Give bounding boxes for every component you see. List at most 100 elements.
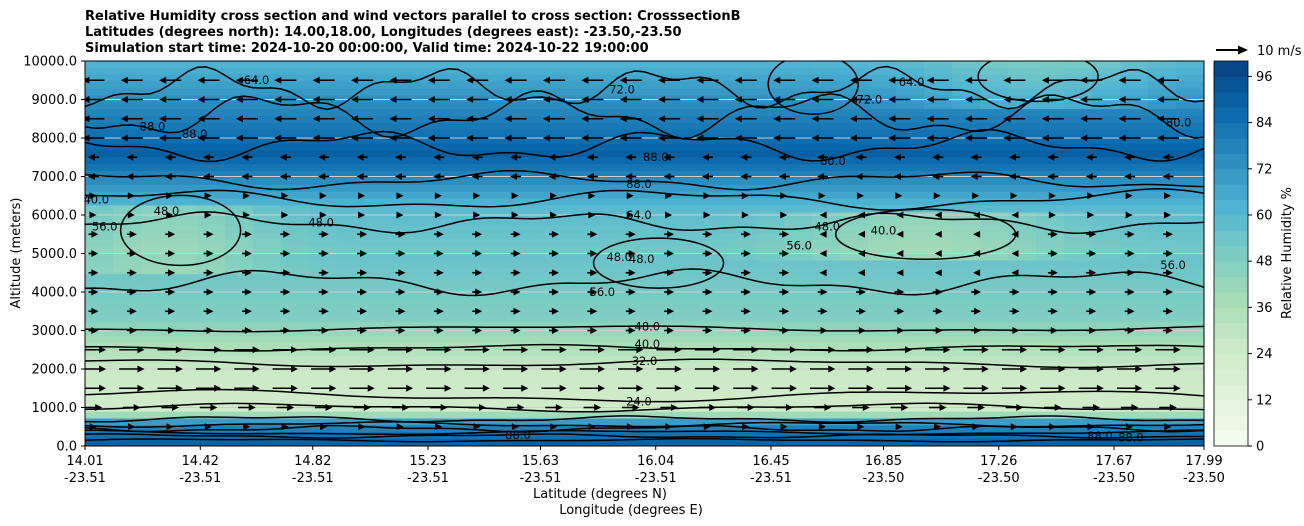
- wind-vector-head: [290, 346, 298, 354]
- humidity-cell: [504, 67, 534, 76]
- humidity-cell: [336, 171, 366, 179]
- humidity-cell: [392, 260, 422, 268]
- humidity-cell: [1008, 136, 1037, 145]
- humidity-cell: [644, 246, 674, 255]
- wind-vector-head: [1089, 288, 1097, 296]
- humidity-cell: [952, 336, 981, 344]
- humidity-cell: [448, 191, 478, 200]
- wind-vector-head: [513, 250, 521, 257]
- humidity-cell: [112, 205, 142, 213]
- wind-vector-head: [99, 346, 107, 354]
- wind-vector: [1005, 404, 1024, 411]
- humidity-cell: [420, 226, 450, 234]
- x-tick-label-lon: -23.51: [64, 471, 106, 486]
- humidity-cell: [476, 239, 506, 248]
- humidity-cell: [644, 150, 674, 158]
- humidity-cell: [1092, 260, 1121, 268]
- humidity-cell: [336, 219, 366, 227]
- humidity-cell: [868, 377, 897, 385]
- wind-vector: [120, 76, 143, 84]
- wind-vector: [510, 288, 521, 296]
- humidity-cell: [952, 191, 981, 200]
- humidity-cell: [308, 143, 338, 151]
- humidity-cell: [448, 308, 478, 316]
- humidity-cell: [168, 397, 198, 406]
- humidity-cell: [560, 356, 590, 365]
- humidity-cell: [1036, 336, 1065, 344]
- humidity-cell: [1176, 281, 1204, 289]
- colorbar-band: [1214, 245, 1248, 262]
- wind-vector: [276, 404, 295, 411]
- humidity-cell: [308, 404, 338, 413]
- humidity-cell: [280, 102, 310, 110]
- x-tick-label-lon: -23.50: [863, 471, 905, 486]
- humidity-cell: [224, 274, 254, 282]
- wind-vector-head: [849, 96, 857, 103]
- humidity-cell: [868, 253, 897, 261]
- wind-vector-head: [858, 307, 866, 315]
- wind-vector-head: [235, 115, 243, 123]
- wind-vector-head: [828, 346, 836, 354]
- humidity-cell: [532, 129, 562, 138]
- humidity-cell: [756, 342, 785, 351]
- humidity-cell: [112, 425, 142, 433]
- wind-vector: [395, 269, 406, 277]
- y-tick-label: 5000.0: [32, 247, 78, 262]
- humidity-cell: [140, 143, 170, 151]
- humidity-cell: [644, 370, 674, 378]
- wind-vector: [473, 192, 481, 200]
- humidity-cell: [980, 439, 1009, 446]
- humidity-cell: [476, 411, 506, 420]
- humidity-cell: [868, 122, 897, 131]
- wind-vector: [351, 96, 374, 103]
- humidity-cell: [1064, 102, 1093, 110]
- humidity-cell: [280, 397, 310, 406]
- humidity-cell: [504, 184, 534, 193]
- humidity-cell: [420, 198, 450, 206]
- humidity-cell: [420, 301, 450, 310]
- humidity-cell: [700, 81, 730, 90]
- humidity-cell: [1064, 329, 1093, 337]
- humidity-cell: [448, 61, 478, 69]
- humidity-cell: [532, 205, 562, 213]
- wind-vector-head: [858, 327, 866, 334]
- humidity-cell: [1008, 150, 1037, 158]
- humidity-cell: [868, 267, 897, 275]
- humidity-cell: [756, 274, 785, 282]
- wind-vector-head: [396, 192, 404, 200]
- humidity-cell: [980, 301, 1009, 310]
- wind-vector: [389, 134, 412, 142]
- humidity-cell: [896, 281, 925, 289]
- humidity-cell: [896, 184, 925, 193]
- humidity-cell: [112, 363, 142, 371]
- wind-vector-head: [389, 76, 397, 84]
- wind-vector-head: [214, 384, 222, 392]
- wind-vector-head: [513, 327, 521, 334]
- wind-vector: [126, 153, 138, 161]
- humidity-cell: [868, 260, 897, 268]
- colorbar-tick-label: 36: [1256, 301, 1273, 316]
- humidity-cell: [85, 171, 114, 179]
- wind-vector-head: [1047, 153, 1055, 161]
- humidity-cell: [952, 150, 981, 158]
- humidity-cell: [868, 294, 897, 303]
- humidity-cell: [728, 88, 758, 96]
- humidity-cell: [1064, 232, 1093, 241]
- wind-vector: [387, 365, 414, 373]
- wind-vector: [970, 153, 982, 161]
- humidity-cell: [420, 143, 450, 151]
- wind-vector: [740, 288, 751, 296]
- x-tick-label-lat: 16.04: [637, 454, 674, 469]
- wind-vector-head: [1058, 346, 1066, 354]
- wind-vector: [87, 153, 99, 161]
- humidity-cell: [868, 74, 897, 83]
- humidity-cell: [252, 136, 282, 145]
- contour-label: 56.0: [786, 239, 812, 253]
- wind-vector: [973, 250, 981, 257]
- x-tick-label-lon: -23.51: [407, 471, 449, 486]
- humidity-cell: [616, 157, 646, 165]
- humidity-cell: [784, 301, 813, 310]
- humidity-cell: [336, 363, 366, 371]
- humidity-cell: [616, 143, 646, 151]
- humidity-cell: [1120, 363, 1149, 371]
